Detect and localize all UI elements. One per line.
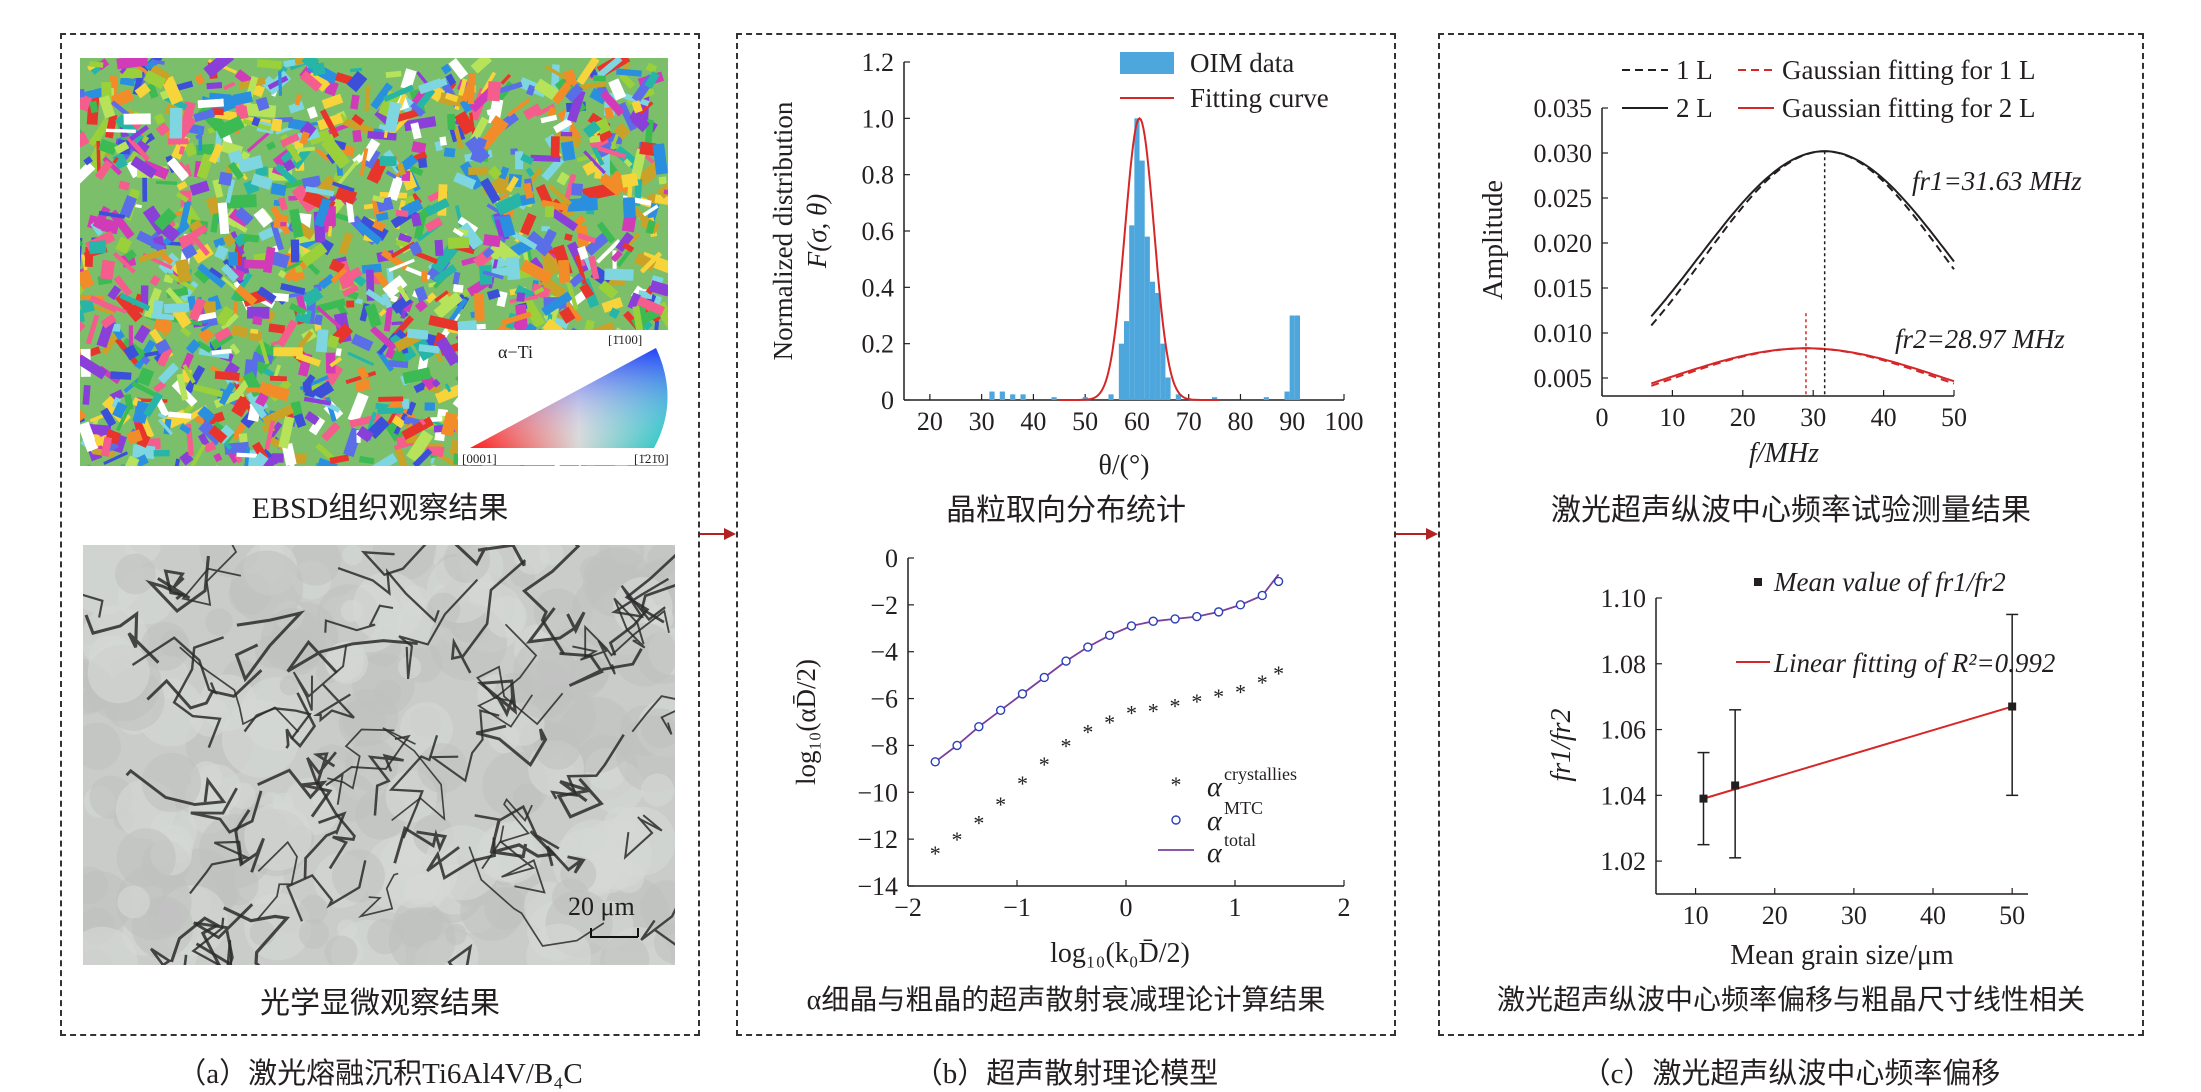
- mean-value-point: [2008, 703, 2016, 711]
- legend-mean-swatch: [1754, 578, 1762, 586]
- legend-fit-label: Linear fitting of R²=0.992: [1773, 648, 2055, 678]
- linear-x-tick-label: 40: [1920, 901, 1946, 930]
- linear-y-tick-label: 1.02: [1601, 847, 1647, 876]
- mean-value-point: [1699, 795, 1707, 803]
- panel-c-caption: （c）激光超声纵波中心频率偏移: [1438, 1050, 2144, 1092]
- mean-value-point: [1731, 781, 1739, 789]
- linear-ylabel: fr1/fr2: [1546, 708, 1577, 781]
- legend-mean-label: Mean value of fr1/fr2: [1773, 567, 2006, 597]
- linear-x-tick-label: 20: [1762, 901, 1788, 930]
- linear-y-tick-label: 1.08: [1601, 650, 1647, 679]
- linear-title: 激光超声纵波中心频率偏移与粗晶尺寸线性相关: [1438, 978, 2144, 1018]
- linear-xlabel: Mean grain size/μm: [1730, 940, 1954, 971]
- linear-x-tick-label: 30: [1841, 901, 1867, 930]
- linear-y-tick-label: 1.04: [1601, 781, 1647, 810]
- linear-fit-line: [1703, 707, 2012, 799]
- linear-x-tick-label: 50: [1999, 901, 2025, 930]
- linear-y-tick-label: 1.06: [1601, 716, 1647, 745]
- linear-x-tick-label: 10: [1683, 901, 1709, 930]
- linear-y-tick-label: 1.10: [1601, 584, 1647, 613]
